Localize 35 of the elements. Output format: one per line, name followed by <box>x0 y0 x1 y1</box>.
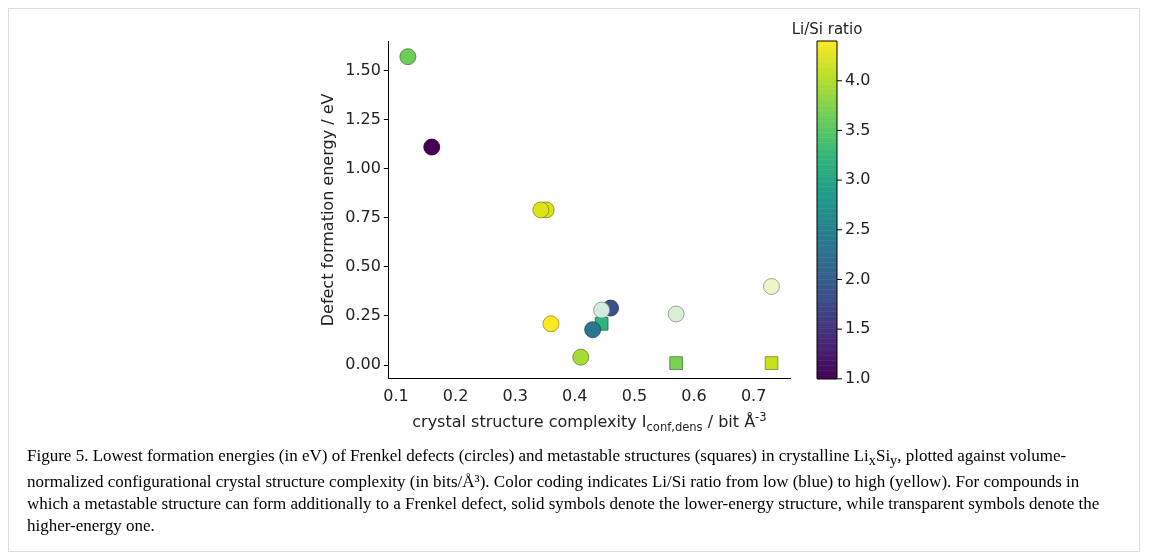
point <box>593 301 611 319</box>
color-bar-label: 3.5 <box>845 119 871 139</box>
x-tick-label: 0.6 <box>681 385 707 405</box>
point <box>532 201 550 219</box>
caption: Figure 5. Lowest formation energies (in eV) of Frenkel defects (circles) and metastable structures (squares) in crystalline Li$_{x}$Si$_{y}$, plotted against volume-normalized configurational crystal structure complexity (in bits/Å³). Color coding indicates Li/Si ratio from low (blue) to high (yellow). For compounds in which a metastable structure can form additionally to a Frenkel defect, solid symbols denote the lower-energy structure, while transparent symbols denote the higher-energy one. <box>27 445 1101 538</box>
point <box>764 356 779 370</box>
y-tick-label: 0.00 <box>345 354 381 374</box>
color-bar-label: 1.0 <box>845 367 871 387</box>
y-tick-label: 0.25 <box>345 305 381 325</box>
color-bar-label: 3.0 <box>845 169 871 189</box>
x-tick-label: 0.5 <box>621 385 648 405</box>
point <box>763 278 780 295</box>
point <box>423 138 441 156</box>
y-tick-label: 1.00 <box>345 157 381 177</box>
color-bar-label: 2.0 <box>845 268 871 288</box>
y-axis-title: Defect formation energy / eV <box>317 93 337 327</box>
x-tick-label: 0.4 <box>562 385 588 405</box>
x-tick-label: 0.1 <box>383 385 409 405</box>
y-tick-label: 1.50 <box>345 59 381 79</box>
y-tick-label: 1.25 <box>345 108 381 128</box>
x-tick-label: 0.2 <box>442 385 469 405</box>
point <box>584 321 602 339</box>
x-tick-label: 0.3 <box>502 385 528 405</box>
point <box>669 356 683 370</box>
y-tick-label: 0.75 <box>345 206 381 226</box>
point <box>542 315 560 333</box>
point <box>399 48 417 66</box>
x-tick-label: 0.7 <box>740 385 767 405</box>
point <box>667 305 685 323</box>
color-bar-label: 1.5 <box>845 318 871 338</box>
point <box>572 348 590 366</box>
color-bar-label: 2.5 <box>845 218 871 238</box>
y-tick-label: 0.50 <box>345 256 381 276</box>
color-bar-label: 4.0 <box>845 69 871 89</box>
color-bar-title: Li/Si ratio <box>791 20 863 39</box>
